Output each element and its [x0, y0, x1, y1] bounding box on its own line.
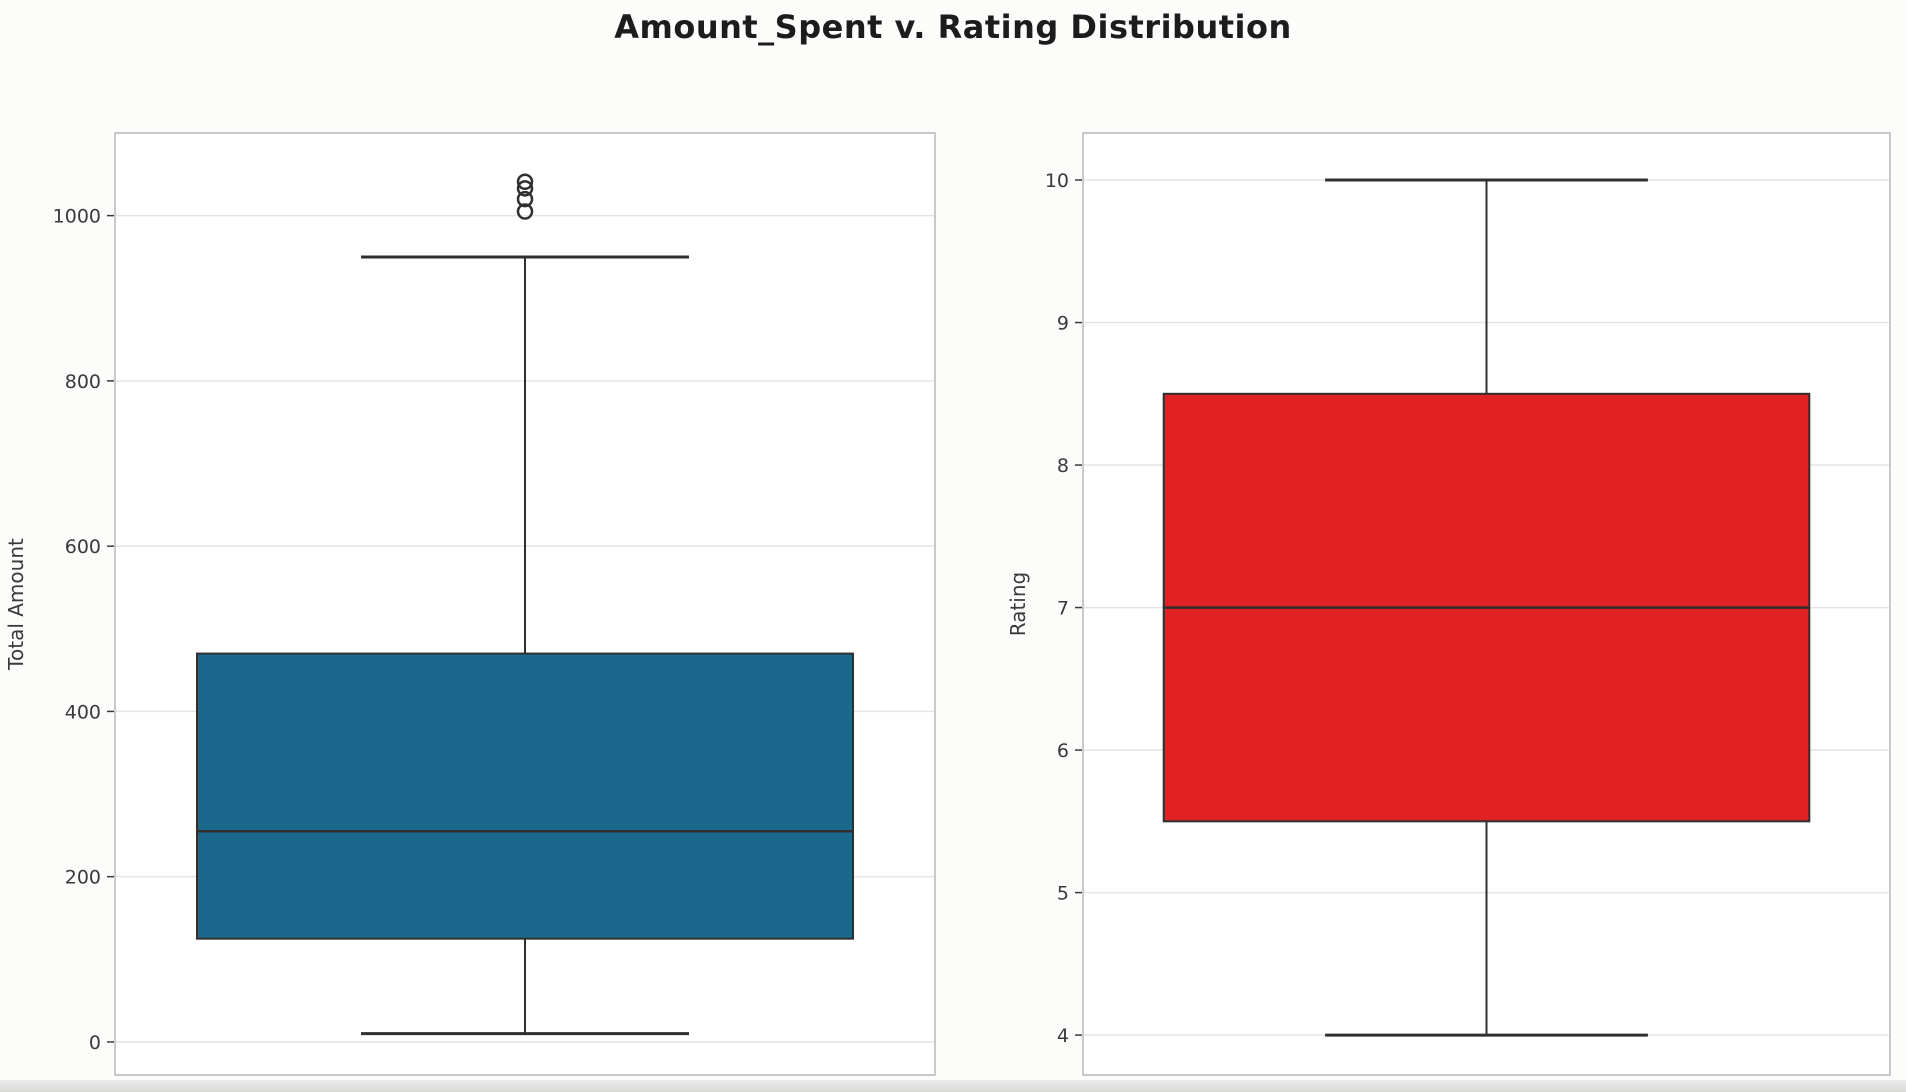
iqr-box — [196, 652, 854, 940]
subplot-rating: 4 5 6 7 8 9 10 Rating — [1006, 132, 1891, 1076]
y-axis-label: Total Amount — [4, 538, 28, 671]
y-tick-label: 7 — [1057, 598, 1069, 620]
y-tick-label: 5 — [1057, 883, 1069, 905]
outlier-point — [516, 180, 534, 197]
y-tick-label: 6 — [1057, 740, 1069, 762]
y-axis-label: Rating — [1006, 572, 1030, 636]
y-tick-label: 10 — [1045, 170, 1069, 192]
y-tick-label: 9 — [1057, 313, 1069, 335]
outlier-point — [516, 190, 534, 208]
y-tick-label: 4 — [1057, 1025, 1069, 1047]
y-tick-label: 400 — [65, 701, 101, 723]
y-tick-label: 1000 — [53, 206, 101, 228]
y-tick-label: 200 — [65, 867, 101, 889]
subplot-amount_spent: 0 200 400 600 800 1000 Total Amount — [4, 132, 936, 1076]
outlier-point — [516, 173, 534, 191]
plot-border — [114, 132, 936, 1076]
y-tick-label: 8 — [1057, 455, 1069, 477]
chart-title: Amount_Spent v. Rating Distribution — [614, 8, 1292, 46]
plot-border — [1082, 132, 1891, 1076]
bottom-strip — [0, 1080, 1906, 1092]
y-tick-label: 800 — [65, 371, 101, 393]
y-tick-label: 0 — [89, 1032, 101, 1054]
y-tick-label: 600 — [65, 536, 101, 558]
outlier-point — [516, 203, 534, 220]
